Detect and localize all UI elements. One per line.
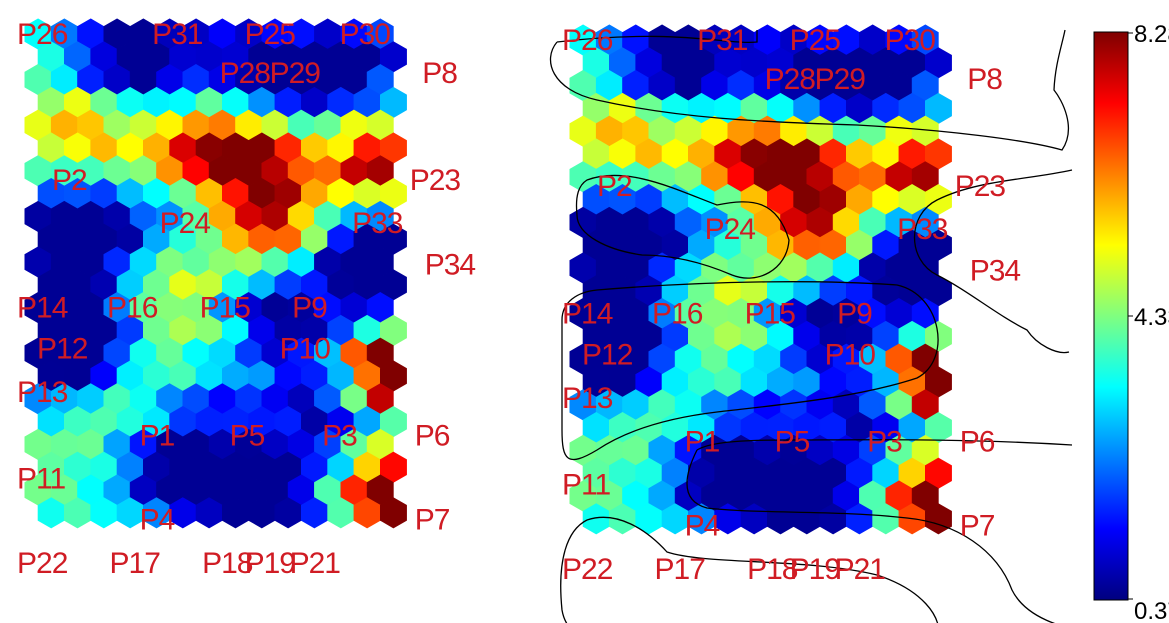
map-label-p18: P18	[202, 547, 253, 580]
map-label-p26: P26	[562, 24, 613, 57]
map-label-p17: P17	[655, 553, 706, 586]
som-map-right: P26 P31 P25 P30 P28 P29 P8 P2 P23 P24 P33 P34 P14 P16…	[549, 24, 1073, 623]
map-label-p12: P12	[37, 333, 88, 366]
map-label-p8: P8	[967, 63, 1002, 96]
map-label-p28: P28	[765, 63, 816, 96]
colorbar-label-max: 8.28	[1134, 21, 1169, 48]
map-label-p12: P12	[582, 339, 633, 372]
map-label-p3: P3	[322, 419, 357, 452]
colorbar-label-min: 0.374	[1134, 598, 1169, 623]
map-label-p1: P1	[685, 425, 720, 458]
point-labels: P26 P31 P25 P30 P28 P29 P8 P2 P23 P24 P33 P34 P14 P16…	[17, 18, 476, 580]
map-label-p26: P26	[17, 18, 68, 51]
map-label-p15: P15	[745, 298, 796, 331]
map-label-p29: P29	[815, 63, 866, 96]
point-labels: P26 P31 P25 P30 P28 P29 P8 P2 P23 P24 P33 P34 P14 P16…	[562, 24, 1021, 586]
map-label-p25: P25	[245, 18, 296, 51]
map-label-p14: P14	[17, 292, 68, 325]
hex-cell	[380, 497, 407, 529]
hex-cells	[569, 24, 952, 535]
map-label-p33: P33	[897, 213, 948, 246]
map-label-p2: P2	[52, 164, 87, 197]
cluster-contour	[575, 174, 790, 279]
map-label-p9: P9	[292, 292, 327, 325]
map-label-p24: P24	[705, 213, 756, 246]
som-map-left: P26 P31 P25 P30 P28 P29 P8 P2 P23 P24 P33 P34 P14 P16…	[17, 18, 476, 580]
cluster-contour	[561, 281, 939, 461]
map-label-p8: P8	[422, 57, 457, 90]
map-label-p28: P28	[220, 57, 271, 90]
map-label-p6: P6	[960, 425, 995, 458]
map-label-p6: P6	[415, 419, 450, 452]
map-label-p11: P11	[17, 463, 65, 496]
map-label-p33: P33	[352, 207, 403, 240]
map-label-p15: P15	[200, 292, 251, 325]
map-label-p16: P16	[652, 298, 703, 331]
map-label-p29: P29	[270, 57, 321, 90]
map-label-p19: P19	[245, 547, 296, 580]
map-label-p23: P23	[955, 170, 1006, 203]
map-label-p2: P2	[597, 170, 632, 203]
map-label-p31: P31	[152, 18, 203, 51]
map-label-p25: P25	[790, 24, 841, 57]
map-label-p3: P3	[867, 425, 902, 458]
map-label-p7: P7	[960, 510, 995, 543]
map-label-p10: P10	[280, 333, 331, 366]
map-label-p1: P1	[140, 419, 175, 452]
cluster-contour	[686, 439, 1073, 623]
map-label-p13: P13	[17, 376, 68, 409]
map-label-p5: P5	[230, 419, 265, 452]
map-label-p19: P19	[790, 553, 841, 586]
map-label-p23: P23	[410, 164, 461, 197]
map-label-p18: P18	[747, 553, 798, 586]
map-label-p17: P17	[110, 547, 161, 580]
map-label-p24: P24	[160, 207, 211, 240]
cluster-contour	[549, 29, 1070, 151]
map-label-p10: P10	[825, 339, 876, 372]
map-label-p5: P5	[775, 425, 810, 458]
map-label-p21: P21	[835, 553, 886, 586]
map-label-p22: P22	[562, 553, 613, 586]
map-label-p21: P21	[290, 547, 341, 580]
map-label-p31: P31	[697, 24, 748, 57]
map-label-p4: P4	[140, 504, 175, 537]
cluster-contour	[914, 169, 1073, 354]
map-label-p30: P30	[340, 18, 391, 51]
map-label-p7: P7	[415, 504, 450, 537]
cluster-contours	[549, 29, 1073, 623]
colorbar: 8.28 4.33 0.374	[1093, 21, 1169, 623]
map-label-p16: P16	[107, 292, 158, 325]
colorbar-label-mid: 4.33	[1134, 304, 1169, 331]
map-label-p13: P13	[562, 382, 613, 415]
colorbar-gradient	[1093, 31, 1129, 601]
cluster-contour	[560, 516, 938, 623]
hex-cells	[24, 18, 407, 529]
map-label-p22: P22	[17, 547, 68, 580]
map-label-p11: P11	[562, 469, 610, 502]
map-label-p34: P34	[970, 254, 1021, 287]
map-label-p30: P30	[885, 24, 936, 57]
map-label-p14: P14	[562, 298, 613, 331]
map-label-p9: P9	[837, 298, 872, 331]
map-label-p4: P4	[685, 510, 720, 543]
map-label-p34: P34	[425, 248, 476, 281]
